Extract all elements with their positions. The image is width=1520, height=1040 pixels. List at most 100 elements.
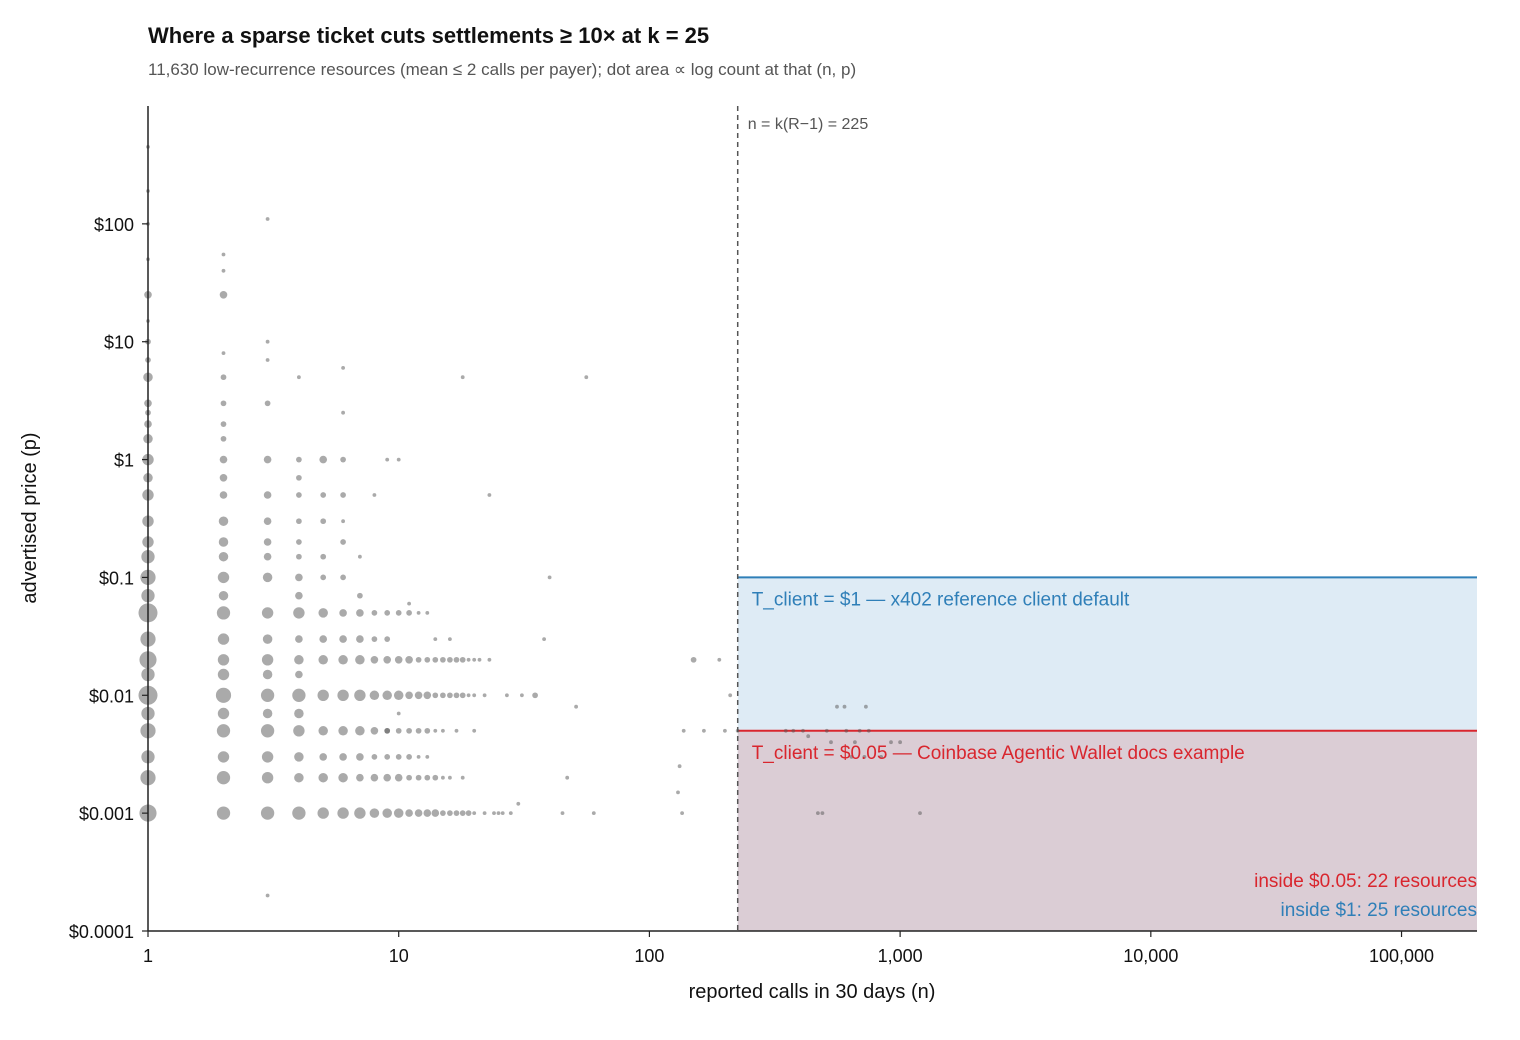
data-point [702, 728, 706, 733]
data-point [395, 727, 402, 734]
data-point [371, 754, 378, 760]
data-point [405, 656, 413, 664]
data-point [395, 754, 402, 760]
data-point [318, 772, 328, 783]
data-point [292, 806, 306, 820]
data-point [337, 689, 349, 701]
data-point [319, 635, 328, 643]
data-point [584, 375, 589, 380]
data-point [424, 774, 431, 781]
data-point [340, 492, 346, 498]
data-point [370, 656, 379, 664]
data-point [829, 740, 833, 745]
data-point [260, 806, 275, 820]
data-point [320, 574, 327, 581]
data-point [384, 727, 391, 734]
data-point [487, 657, 492, 662]
data-point [317, 689, 329, 701]
axes: 1 10 100 1,000 10,000 100,000 $0.0001 $0.001 $0.… [69, 106, 1477, 966]
data-point [215, 687, 232, 703]
y-tick-label: $0.01 [89, 686, 134, 706]
data-point [260, 688, 275, 702]
data-point [262, 669, 273, 680]
data-point [218, 590, 229, 601]
x-tick-label: 10 [389, 946, 409, 966]
data-point [355, 655, 365, 665]
data-point [263, 517, 272, 525]
data-point [432, 656, 439, 663]
data-point [341, 366, 345, 370]
data-point [217, 654, 230, 666]
data-point [265, 339, 270, 344]
data-point [296, 492, 302, 498]
data-point [864, 704, 868, 709]
data-point [459, 810, 466, 816]
data-point [440, 656, 446, 663]
x-tick-label: 1,000 [878, 946, 923, 966]
data-point [382, 690, 392, 701]
data-point [783, 728, 788, 733]
data-point [383, 656, 392, 664]
data-point [220, 421, 227, 427]
data-point [407, 601, 411, 606]
x-axis-label: reported calls in 30 days (n) [689, 981, 936, 1003]
data-point [262, 708, 273, 719]
x-tick-label: 10,000 [1123, 946, 1178, 966]
data-point [320, 492, 327, 498]
data-point [472, 728, 477, 733]
y-tick-label: $10 [104, 333, 134, 353]
data-point [432, 692, 439, 699]
data-point [791, 728, 796, 733]
data-point [383, 773, 392, 782]
data-point [292, 688, 306, 702]
data-point [396, 711, 401, 716]
data-point [591, 811, 596, 815]
data-point [453, 810, 460, 816]
data-point [680, 811, 684, 815]
data-point [261, 751, 274, 763]
data-point [261, 607, 274, 619]
data-point [339, 609, 347, 617]
data-point [396, 457, 401, 462]
data-point [296, 553, 302, 560]
data-point [357, 592, 363, 599]
data-point [338, 655, 348, 665]
data-point [218, 551, 229, 562]
data-point [565, 775, 570, 780]
data-point [677, 764, 682, 769]
x-tick-label: 100 [634, 946, 664, 966]
y-tick-label: $1 [114, 451, 134, 471]
data-point [516, 801, 521, 806]
data-point [857, 728, 862, 733]
data-point [296, 474, 302, 481]
data-point [319, 455, 328, 464]
data-point [261, 654, 274, 666]
data-point [296, 456, 302, 463]
data-point [294, 655, 304, 665]
data-point [219, 455, 228, 464]
data-point [898, 740, 902, 745]
data-point [844, 728, 849, 733]
data-point [472, 811, 477, 815]
data-point [370, 773, 379, 782]
data-point [520, 693, 524, 698]
data-point [466, 693, 471, 698]
vline-label: n = k(R−1) = 225 [748, 116, 869, 133]
data-point [295, 670, 303, 679]
y-axis-label: advertised price (p) [19, 432, 41, 603]
data-point [879, 755, 883, 759]
data-point [405, 809, 413, 817]
data-point [414, 691, 423, 700]
data-point [384, 636, 391, 642]
data-point [369, 808, 380, 818]
data-point [221, 351, 226, 355]
data-point [218, 537, 229, 547]
data-point [341, 410, 345, 415]
data-point [500, 811, 505, 815]
data-point [393, 690, 404, 701]
data-point [889, 740, 893, 745]
data-point [320, 553, 327, 560]
data-point [820, 811, 825, 815]
data-point [371, 636, 378, 642]
data-point [477, 657, 482, 662]
